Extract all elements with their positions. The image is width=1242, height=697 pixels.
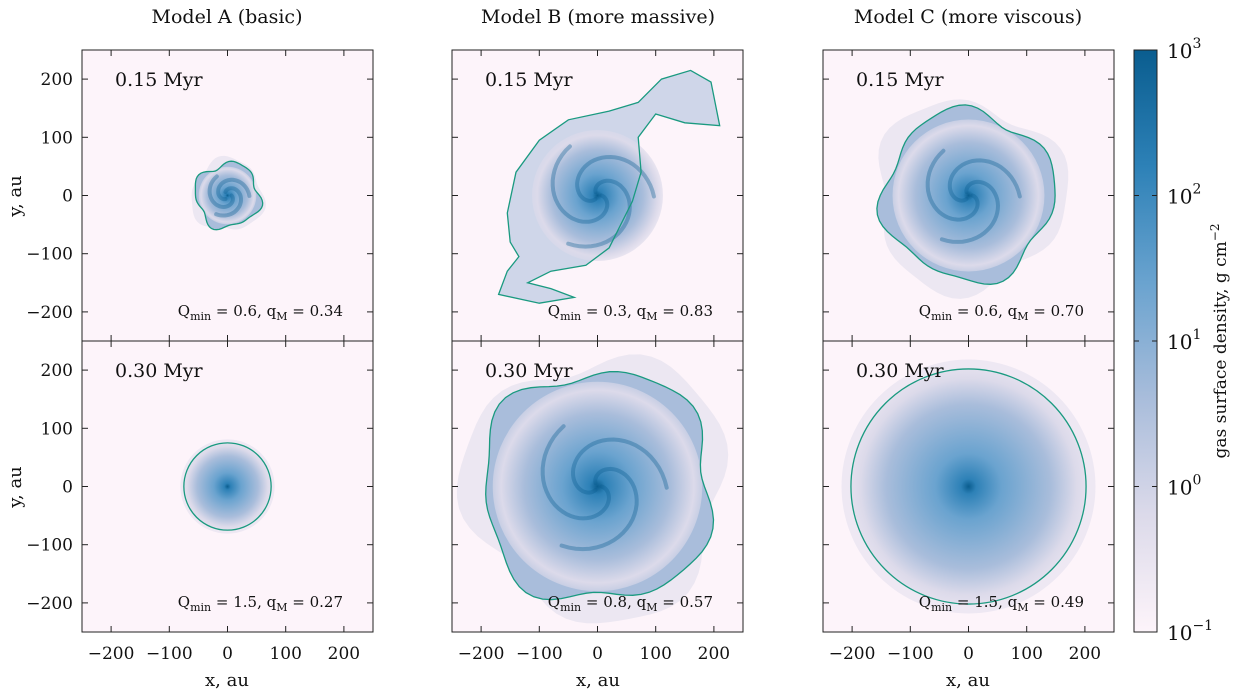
spiral-arm (216, 177, 252, 202)
x-tick-label: 0 (592, 644, 603, 664)
colorbar-tick-label: 100 (1167, 473, 1201, 500)
disk-density (198, 166, 257, 225)
time-label: 0.30 Myr (485, 360, 574, 382)
q-annotation: Qmin = 0.3, qM = 0.83 (548, 302, 713, 323)
x-tick-label: 200 (328, 644, 360, 664)
colorbar-tick-label: 101 (1167, 327, 1201, 354)
x-tick-label: −200 (458, 644, 505, 664)
time-label: 0.30 Myr (115, 360, 204, 382)
x-tick-label: 100 (639, 644, 671, 664)
colorbar-tick-label: 102 (1167, 182, 1201, 209)
panel-0-0: 0.15 Myr Qmin = 0.6, qM = 0.34 (81, 49, 374, 342)
y-tick-label: −200 (26, 594, 73, 614)
colorbar-tick-label: 103 (1167, 36, 1201, 63)
colorbar-tick-label: 10−1 (1167, 618, 1213, 645)
disk-density (532, 130, 663, 261)
disk-contour (194, 160, 264, 231)
x-tick-label: −100 (146, 644, 193, 664)
q-annotation: Qmin = 0.6, qM = 0.70 (919, 302, 1084, 323)
panel-1-1: 0.30 Myr Qmin = 0.8, qM = 0.57 (451, 340, 744, 633)
time-label: 0.15 Myr (115, 69, 204, 91)
column-title-c: Model C (more viscous) (854, 6, 1082, 28)
disk-density (183, 442, 272, 531)
y-tick-label: 200 (41, 70, 73, 90)
disk-contour (485, 370, 715, 601)
spiral-arm (214, 186, 243, 218)
x-tick-label: 100 (269, 644, 301, 664)
y-tick-label: 0 (62, 478, 73, 498)
spiral-arm (939, 179, 1001, 244)
spiral-arm (570, 437, 669, 495)
y-tick-label: −100 (26, 245, 73, 265)
spiral-arm (550, 144, 610, 224)
y-tick-label: 200 (41, 361, 73, 381)
y-tick-label: 100 (41, 419, 73, 439)
disk-contour (183, 442, 272, 531)
axes-layer: 200 100 0 −100 −200 −200 −100 0 100 200 200 100 0 −10… (26, 50, 1114, 664)
x-tick-label: −100 (516, 644, 563, 664)
colorbar-label: gas surface density, g cm−2 (1208, 223, 1231, 458)
disk-contour (850, 368, 1087, 605)
x-tick-label: −200 (829, 644, 876, 664)
y-tick-label: −200 (26, 303, 73, 323)
y-tick-label: 0 (62, 187, 73, 207)
x-tick-label: 100 (1010, 644, 1042, 664)
q-annotation: Qmin = 0.8, qM = 0.57 (548, 593, 713, 614)
spiral-arm (925, 148, 980, 222)
x-axis-label-b: x, au (576, 670, 620, 691)
x-axis-label-a: x, au (205, 670, 249, 691)
time-label: 0.15 Myr (485, 69, 574, 91)
colorbar-label-exponent: −2 (1208, 223, 1222, 241)
spiral-arm (207, 174, 235, 210)
q-annotation: Qmin = 1.5, qM = 0.49 (919, 593, 1084, 614)
disk-contour (876, 104, 1056, 285)
q-annotation: Qmin = 0.6, qM = 0.34 (178, 302, 343, 323)
disk-density (850, 368, 1087, 605)
y-axis-label-bottom: y, au (5, 466, 26, 509)
spiral-arm (559, 466, 639, 552)
disk-density (892, 119, 1045, 272)
y-tick-label: −100 (26, 536, 73, 556)
disk-contour (497, 69, 721, 304)
spiral-arm (575, 154, 656, 203)
x-tick-label: −100 (887, 644, 934, 664)
panel-1-0: 0.30 Myr Qmin = 1.5, qM = 0.27 (81, 340, 374, 633)
q-annotation: Qmin = 1.5, qM = 0.27 (178, 593, 343, 614)
x-axis-label-c: x, au (946, 670, 990, 691)
colorbar-label-text: gas surface density, g cm (1211, 241, 1231, 458)
column-title-b: Model B (more massive) (481, 6, 715, 28)
spiral-arm (566, 178, 632, 249)
panel-0-1: 0.15 Myr Qmin = 0.3, qM = 0.83 (451, 49, 744, 342)
x-tick-label: 200 (1069, 644, 1101, 664)
y-tick-label: 100 (41, 128, 73, 148)
time-label: 0.30 Myr (856, 360, 945, 382)
colorbar: 103 102 101 100 10−1 (1133, 36, 1213, 645)
panel-1-2: 0.30 Myr Qmin = 1.5, qM = 0.49 (822, 340, 1115, 633)
spiral-arm (947, 158, 1022, 203)
panel-grid: 0.15 Myr Qmin = 0.6, qM = 0.34 0.15 Myr Qmi… (81, 49, 1115, 633)
x-tick-label: 200 (698, 644, 730, 664)
y-axis-label-top: y, au (5, 175, 26, 218)
panel-0-2: 0.15 Myr Qmin = 0.6, qM = 0.70 (822, 49, 1115, 342)
x-tick-label: 0 (222, 644, 233, 664)
disk-density (492, 381, 703, 592)
time-label: 0.15 Myr (856, 69, 945, 91)
x-tick-label: −200 (88, 644, 135, 664)
x-tick-label: 0 (963, 644, 974, 664)
spiral-arm (540, 424, 611, 521)
column-title-a: Model A (basic) (152, 6, 303, 28)
